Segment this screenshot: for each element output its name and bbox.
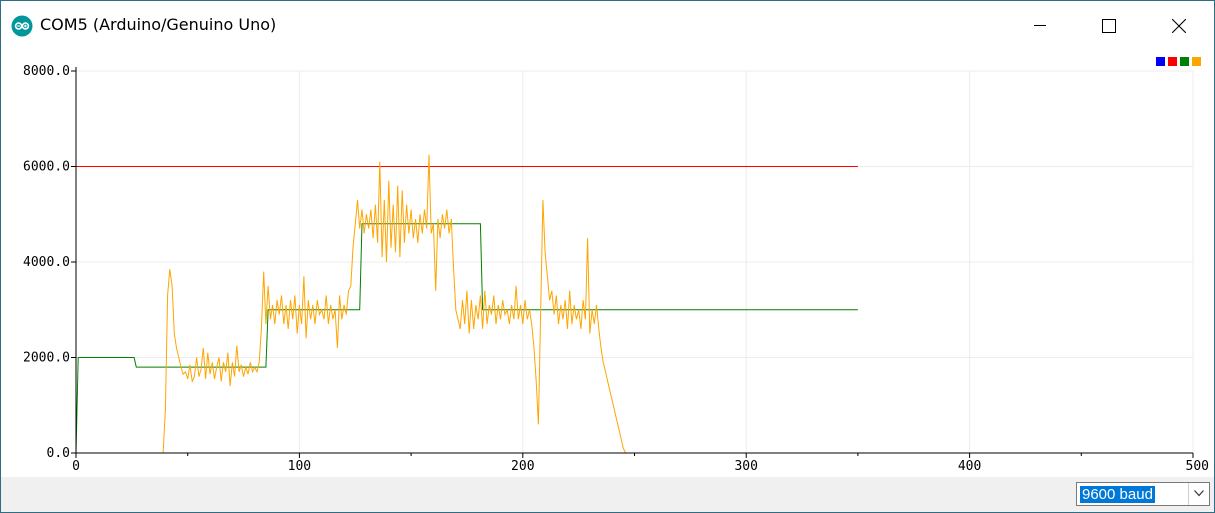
x-tick-label: 300: [734, 459, 757, 474]
maximize-button[interactable]: [1085, 1, 1131, 49]
minimize-icon: [1034, 25, 1046, 26]
arduino-logo-icon: [11, 15, 33, 37]
y-tick-label: 0.0: [47, 446, 70, 461]
x-tick-label: 100: [288, 459, 311, 474]
chevron-down-icon: [1194, 490, 1204, 497]
y-tick-label: 2000.0: [23, 351, 70, 366]
y-tick-label: 6000.0: [23, 160, 70, 175]
series-line-1: [75, 223, 858, 454]
x-tick-label: 500: [1186, 459, 1209, 474]
y-tick-label: 4000.0: [23, 255, 70, 270]
legend-swatch: [1156, 57, 1165, 66]
legend-swatch: [1192, 57, 1201, 66]
grid-lines: [75, 70, 1194, 454]
plot-area: 0 100 200 300 400 500 0.0 2000.0 4000.0 6000.0 800…: [1, 49, 1214, 477]
x-tick-label: 0: [72, 459, 80, 474]
close-icon: [1172, 19, 1186, 33]
plot-axes: 0 100 200 300 400 500 0.0 2000.0 4000.0 6000.0 800…: [23, 64, 1209, 474]
x-tick-label: 400: [958, 459, 981, 474]
bottom-toolbar: 9600 baud: [1, 477, 1214, 512]
plot-legend: [1156, 57, 1201, 66]
legend-swatch: [1180, 57, 1189, 66]
serial-plot-chart: 0 100 200 300 400 500 0.0 2000.0 4000.0 6000.0 800…: [23, 57, 1209, 474]
maximize-icon: [1102, 19, 1116, 33]
dropdown-arrow[interactable]: [1188, 483, 1209, 505]
window-title: COM5 (Arduino/Genuino Uno): [40, 15, 277, 34]
series-line-2: [76, 154, 858, 454]
legend-swatch: [1168, 57, 1177, 66]
plot-series: [75, 154, 858, 454]
baud-rate-dropdown[interactable]: 9600 baud: [1076, 482, 1210, 506]
baud-rate-value: 9600 baud: [1080, 486, 1155, 503]
minimize-button[interactable]: [1017, 1, 1063, 49]
y-tick-label: 8000.0: [23, 64, 70, 79]
x-tick-label: 200: [511, 459, 534, 474]
close-button[interactable]: [1155, 1, 1201, 49]
title-bar[interactable]: COM5 (Arduino/Genuino Uno): [1, 1, 1214, 49]
